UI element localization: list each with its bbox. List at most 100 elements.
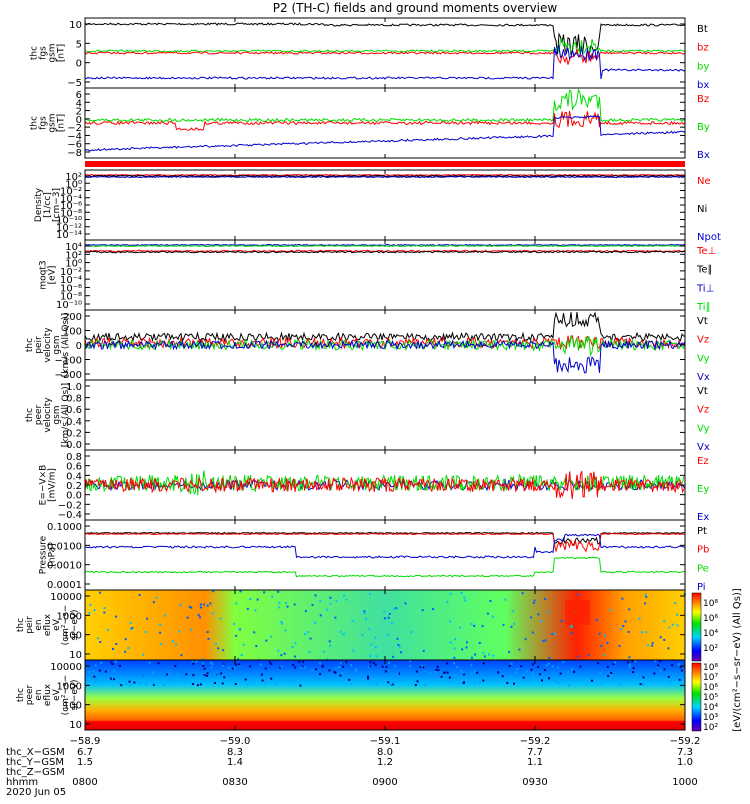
spec-noise-pixel [511,610,514,613]
y-tick-label: 0.2 [66,481,82,492]
x-row-value: 1.2 [377,757,393,768]
spec-noise-pixel [597,662,600,665]
spec-noise-pixel [144,631,147,634]
panel-frame [84,169,686,241]
legend-entry: Bz [697,94,709,105]
spec-noise-pixel [304,633,307,636]
spec-noise-pixel [375,682,378,685]
spec-noise-pixel [151,671,154,674]
spec-noise-pixel [587,654,590,657]
spec-noise-pixel [367,675,370,678]
spec-noise-pixel [106,628,109,631]
spec-noise-pixel [338,666,341,669]
y-tick-label: 0 [76,59,82,70]
panel-frame [84,379,686,451]
y-tick-label: −100 [55,356,82,367]
spec-noise-pixel [508,650,511,653]
x-row-value: 1.0 [677,757,693,768]
spec-noise-pixel [88,612,91,615]
spec-noise-pixel [537,613,540,616]
spec-noise-pixel [348,678,351,681]
spec-noise-pixel [638,617,641,620]
spec-noise-pixel [671,664,674,667]
spec-noise-pixel [414,684,417,687]
spec-noise-pixel [632,667,635,670]
spec-noise-pixel [609,608,612,611]
spec-noise-pixel [328,669,331,672]
spec-noise-pixel [482,679,485,682]
spec-noise-pixel [518,648,521,651]
spec-noise-pixel [175,643,178,646]
spec-noise-pixel [302,660,305,663]
spec-noise-pixel [530,616,533,619]
panel-6: 1.00.80.60.40.20.0 thc peer velocity gsm [km/… [25,379,710,453]
spec-noise-pixel [491,615,494,618]
colorbar-tick-label: 10⁶ [703,614,718,624]
x-tick-label: −59.1 [370,736,401,747]
spec-noise-pixel [169,680,172,683]
spec-noise-pixel [95,680,98,683]
y-axis-label: thc [30,46,40,60]
y-tick-label: −5 [67,78,82,89]
spec-noise-pixel [471,672,474,675]
spec-noise-pixel [476,671,479,674]
spec-noise-pixel [341,672,344,675]
spec-noise-pixel [473,624,476,627]
spec-noise-pixel [93,681,96,684]
spec-noise-pixel [619,683,622,686]
spec-noise-pixel [222,664,225,667]
spec-noise-pixel [270,635,273,638]
spec-noise-pixel [369,665,372,668]
spec-noise-pixel [253,631,256,634]
legend-entry: Ne [697,176,711,187]
spec-noise-pixel [385,666,388,669]
spec-noise-pixel [453,656,456,659]
spec-noise-pixel [112,648,115,651]
spec-noise-pixel [157,662,160,665]
spec-noise-pixel [142,653,145,656]
spec-noise-pixel [645,595,648,598]
spec-noise-pixel [607,675,610,678]
spec-noise-pixel [547,677,550,680]
spec-noise-pixel [163,614,166,617]
y-axis-label: eflux [43,683,53,706]
spec-noise-pixel [217,647,220,650]
y-tick-label: 10⁻⁴ [60,275,82,286]
spec-noise-pixel [240,653,243,656]
spec-noise-pixel [436,665,439,668]
spec-noise-pixel [124,638,127,641]
spec-noise-pixel [533,599,536,602]
spec-noise-pixel [249,665,252,668]
spec-noise-pixel [328,640,331,643]
spec-noise-pixel [155,596,158,599]
spec-noise-pixel [118,681,121,684]
spec-noise-pixel [319,673,322,676]
spec-noise-pixel [392,655,395,658]
y-axis-label: [eV] [48,266,58,285]
spec-noise-pixel [506,681,509,684]
y-tick-label: −4 [67,131,82,142]
trace-pb [84,532,685,553]
spec-noise-pixel [557,681,560,684]
spec-noise-pixel [294,666,297,669]
spec-noise-pixel [113,669,116,672]
y-tick-label: 10⁻¹⁰ [56,300,82,311]
spec-noise-pixel [278,601,281,604]
spec-noise-pixel [639,683,642,686]
spec-noise-pixel [202,662,205,665]
legend-entry: Vy [697,353,710,364]
legend-entry: Vy [697,423,710,434]
spec-noise-pixel [233,622,236,625]
spec-noise-pixel [163,684,166,687]
colorbar-tick-label: 10⁸ [703,599,718,609]
spec-noise-pixel [369,654,372,657]
spec-noise-pixel [216,674,219,677]
spec-noise-pixel [94,664,97,667]
spec-noise-pixel [314,594,317,597]
trace-ey [84,470,685,496]
spec-noise-pixel [543,597,546,600]
spec-noise-pixel [294,655,297,658]
